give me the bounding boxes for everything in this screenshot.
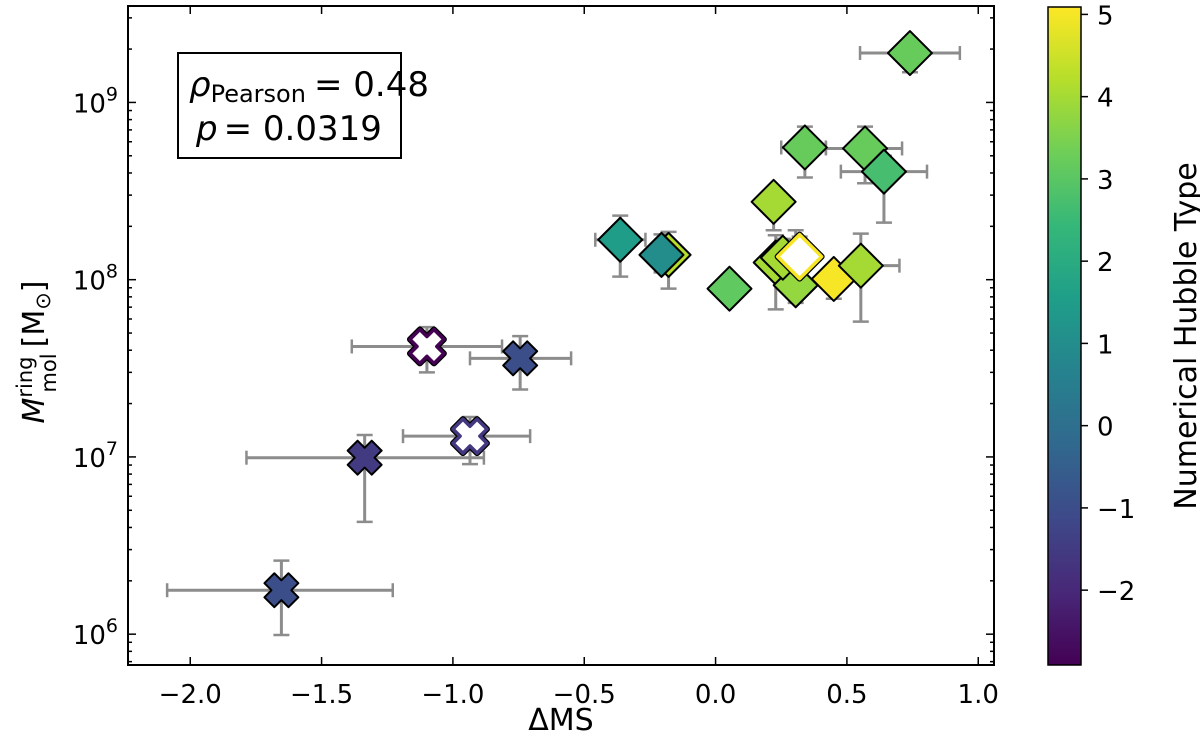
x-tick-label: −1.5	[290, 680, 353, 710]
x-tick-label: −0.5	[553, 680, 616, 710]
plot-frame	[127, 5, 995, 666]
y-tick-label: 108	[73, 261, 118, 297]
y-axis-label: Mringmol[M⊙]	[13, 280, 61, 423]
x-marker	[502, 340, 539, 377]
colorbar-tick-label: 5	[1097, 1, 1114, 31]
x-tick-label: −2.0	[159, 680, 222, 710]
diamond-marker-edge	[775, 232, 824, 281]
x-marker-shape	[346, 439, 383, 476]
colorbar-tick-label: 3	[1097, 166, 1114, 196]
y-tick-label: 107	[73, 438, 118, 474]
diamond-marker	[837, 242, 884, 289]
diamond-marker	[750, 178, 797, 225]
diamond-marker-shape	[781, 124, 828, 171]
colorbar-tick-label: −1	[1097, 495, 1135, 525]
x-marker-edge	[408, 327, 446, 366]
x-marker	[263, 572, 300, 609]
stats-annotation: ρPearson = 0.48 p = 0.0319	[177, 52, 429, 159]
diamond-marker-shape	[706, 265, 753, 312]
diamond-marker-shape	[886, 30, 933, 77]
colorbar-tick-label: 2	[1097, 248, 1114, 278]
markers	[263, 30, 933, 609]
diamond-marker	[774, 231, 825, 282]
stats-box	[177, 52, 402, 159]
diamond-marker	[886, 30, 933, 77]
x-marker	[346, 439, 383, 476]
diamond-marker-shape	[860, 148, 907, 195]
x-tick-label: 1.0	[958, 680, 999, 710]
diamond-marker-shape	[597, 216, 644, 263]
diamond-marker	[860, 148, 907, 195]
x-marker-edge	[451, 417, 489, 455]
y-tick-label: 109	[73, 83, 118, 119]
y-tick-label: 106	[73, 615, 118, 651]
colorbar: −2 −1 0 1 2 3 4 5 Numerical Hubble Type	[1047, 1, 1200, 666]
x-marker	[406, 326, 447, 367]
diamond-marker	[597, 216, 644, 263]
diamond-marker	[706, 265, 753, 312]
x-marker-shape	[263, 572, 300, 609]
x-axis-label: ΔMS	[528, 703, 593, 738]
pearson-rho: ρPearson = 0.48	[189, 65, 429, 108]
diamond-marker-shape	[638, 231, 685, 278]
x-tick-label: −1.0	[421, 680, 484, 710]
diamond-marker-shape	[750, 178, 797, 225]
x-marker-shape	[502, 340, 539, 377]
x-marker	[450, 416, 490, 457]
colorbar-ticks: −2 −1 0 1 2 3 4 5	[1081, 1, 1135, 607]
colorbar-label: Numerical Hubble Type	[1169, 162, 1200, 509]
diamond-marker	[638, 231, 685, 278]
colorbar-tick-label: 1	[1097, 330, 1114, 360]
diamond-marker-shape	[837, 242, 884, 289]
colorbar-tick-label: −2	[1097, 577, 1135, 607]
diamond-marker	[781, 124, 828, 171]
p-value: p = 0.0319	[195, 109, 382, 149]
x-tick-label: 0.0	[695, 680, 736, 710]
colorbar-gradient	[1047, 6, 1082, 666]
axis-ticks: −2.0 −1.5 −1.0 −0.5 0.0 0.5 1.0 106 107 108 109	[73, 6, 999, 710]
x-tick-label: 0.5	[826, 680, 867, 710]
colorbar-tick-label: 4	[1097, 84, 1114, 114]
colorbar-tick-label: 0	[1097, 413, 1114, 443]
